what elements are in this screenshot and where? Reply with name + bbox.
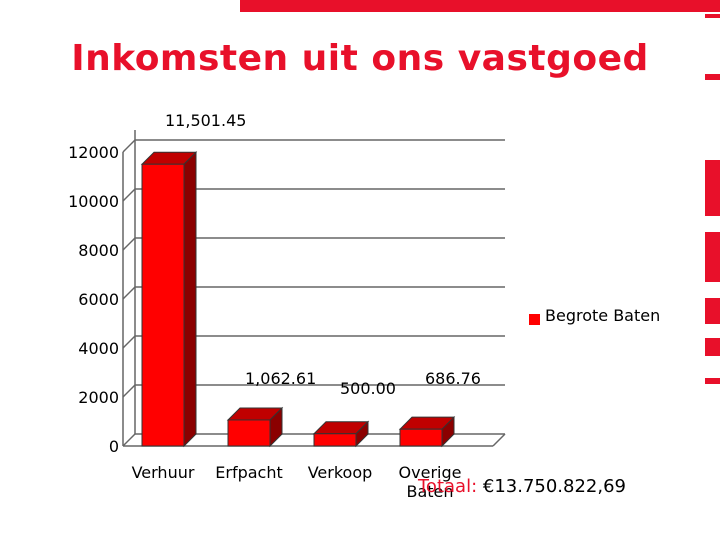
y-tick-label: 2000 <box>78 388 119 407</box>
total-label: Totaal: <box>418 476 478 497</box>
gridline-depth <box>122 384 136 398</box>
bar <box>141 163 185 447</box>
gridline-depth <box>122 188 136 202</box>
x-category-label: Overige Baten <box>399 463 462 501</box>
y-tick-label: 4000 <box>78 339 119 358</box>
x-category-label: Verhuur <box>132 463 195 482</box>
bar <box>399 428 443 447</box>
x-axis-depth-line <box>492 433 506 447</box>
chart-legend: Begrote Baten <box>529 306 660 325</box>
right-accent-mark <box>705 14 720 18</box>
right-accent-mark <box>705 298 720 324</box>
y-tick-label: 8000 <box>78 241 119 260</box>
y-tick-label: 12000 <box>68 143 119 162</box>
bar <box>313 433 357 447</box>
gridline-depth <box>122 433 136 447</box>
y-tick-label: 6000 <box>78 290 119 309</box>
right-accent-mark <box>705 160 720 216</box>
bar <box>227 419 271 447</box>
total-summary: Totaal: €13.750.822,69 <box>418 476 626 497</box>
gridline-depth <box>122 335 136 349</box>
gridline-depth <box>122 237 136 251</box>
right-accent-mark <box>705 74 720 80</box>
right-accent-mark <box>705 232 720 282</box>
gridline-depth <box>122 286 136 300</box>
x-category-label: Verkoop <box>308 463 373 482</box>
right-accent-mark <box>705 378 720 384</box>
chart-labels: 0 2000 4000 6000 8000 10000 12000 11,501.45 1,06… <box>68 111 481 501</box>
legend-swatch <box>529 314 540 325</box>
total-value: €13.750.822,69 <box>482 476 627 497</box>
data-label: 686.76 <box>425 369 481 388</box>
slide-title: Inkomsten uit ons vastgoed <box>71 38 649 79</box>
y-tick-label: 0 <box>109 437 119 456</box>
data-label: 1,062.61 <box>245 369 316 388</box>
legend-label: Begrote Baten <box>545 306 660 325</box>
chart-bars <box>140 151 456 448</box>
gridline-depth <box>122 139 136 153</box>
top-accent-bar <box>240 0 720 12</box>
data-label: 500.00 <box>340 379 396 398</box>
x-category-label: Erfpacht <box>215 463 283 482</box>
bar-side <box>183 151 197 448</box>
y-tick-label: 10000 <box>68 192 119 211</box>
right-accent-mark <box>705 338 720 356</box>
data-label: 11,501.45 <box>165 111 246 130</box>
